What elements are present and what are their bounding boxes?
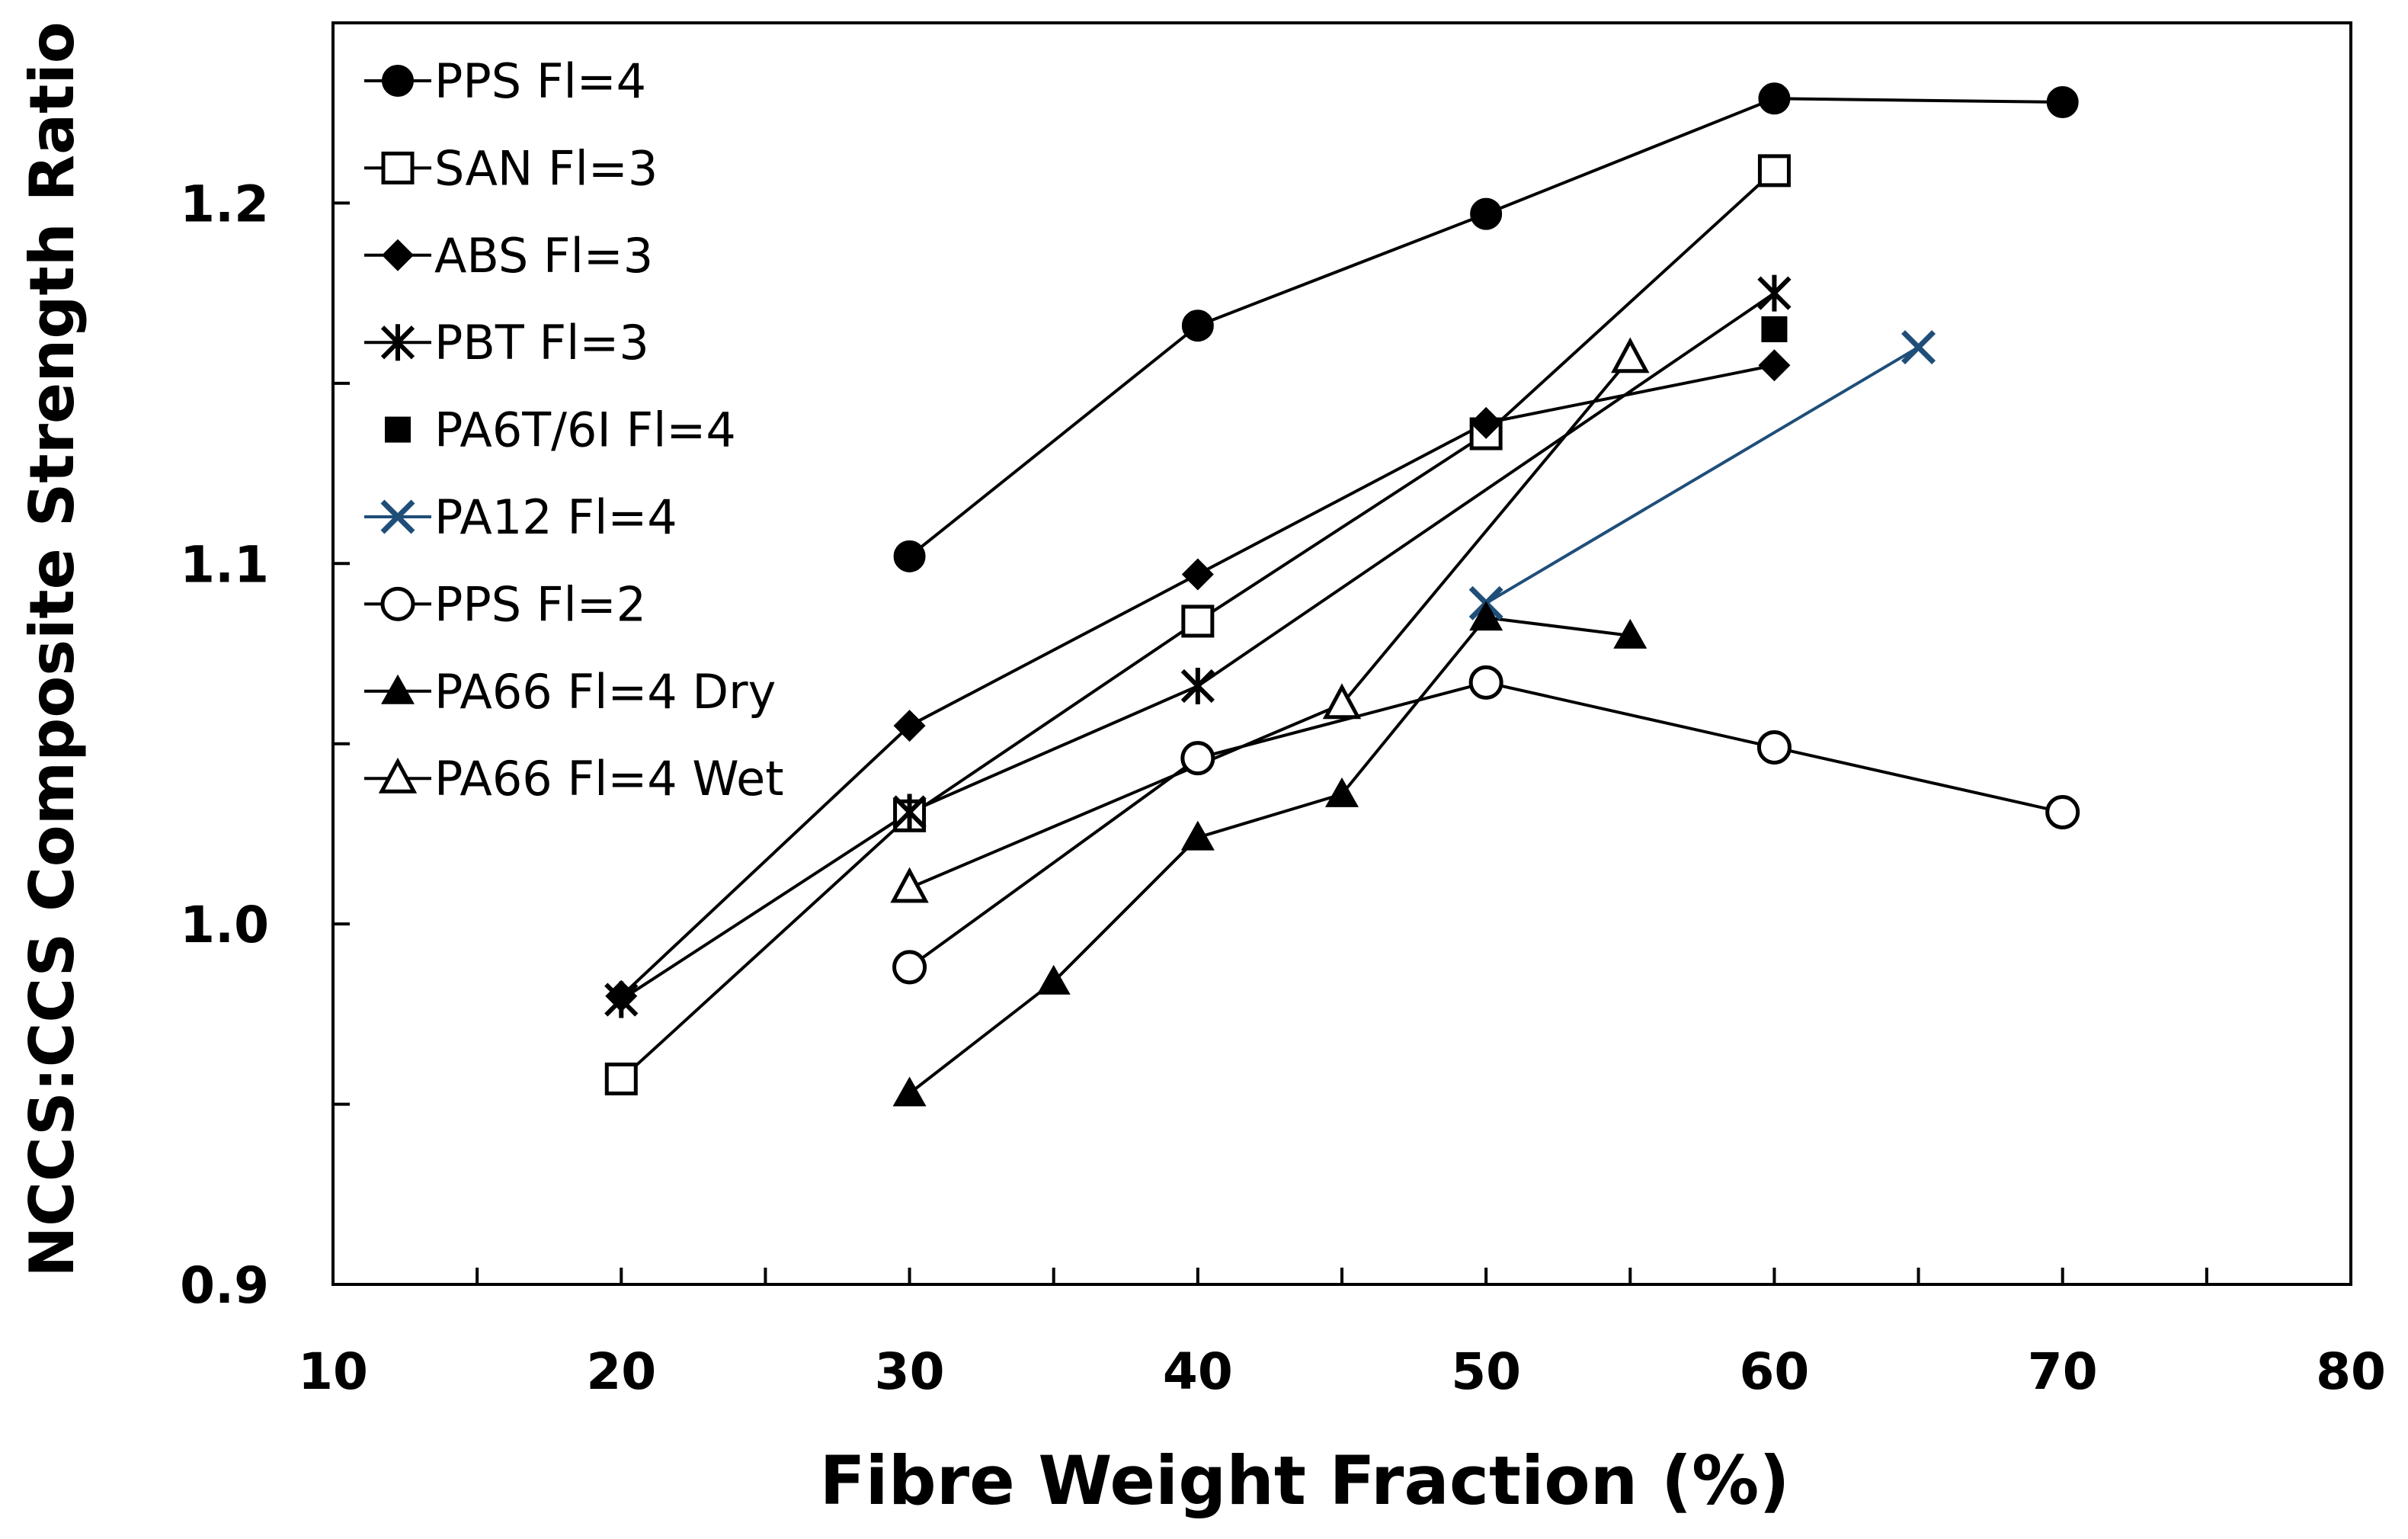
legend-marker [381, 674, 415, 704]
legend-item: SAN Fl=3 [364, 140, 658, 196]
data-point-series-2 [1758, 349, 1791, 382]
legend-label: PPS Fl=2 [434, 576, 646, 632]
data-point-series-2 [893, 710, 926, 742]
legend-marker [380, 586, 415, 621]
data-point-series-7 [1036, 964, 1071, 995]
series-markers [604, 82, 2080, 1107]
data-point-series-7 [1325, 777, 1359, 807]
legend-label: SAN Fl=3 [434, 140, 658, 196]
legend-marker [378, 757, 418, 794]
legend-item: PA66 Fl=4 Wet [364, 751, 784, 806]
legend-marker [382, 239, 414, 271]
data-point-series-5 [1901, 330, 1936, 365]
x-tick-label: 20 [586, 1342, 656, 1401]
legend-label: PPS Fl=4 [434, 53, 646, 109]
data-point-series-1 [604, 1062, 638, 1095]
legend-item: PA12 Fl=4 [364, 489, 677, 545]
x-axis-title: Fibre Weight Fraction (%) [819, 1441, 1789, 1520]
legend-label: ABS Fl=3 [434, 228, 653, 284]
data-point-series-1 [1181, 604, 1215, 638]
y-tick-label: 1.0 [180, 896, 269, 954]
series-line-7 [908, 616, 1631, 1095]
legend-marker [380, 499, 415, 534]
data-point-series-2 [1470, 406, 1503, 439]
legend-item: PA66 Fl=4 Dry [364, 664, 776, 720]
data-point-series-3 [892, 794, 927, 831]
x-tick-label: 10 [298, 1342, 368, 1401]
legend-marker [380, 324, 415, 361]
data-point-series-8 [890, 867, 929, 903]
data-point-series-0 [1758, 82, 1791, 115]
legend-label: PA66 Fl=4 Dry [434, 664, 776, 720]
data-point-series-4 [1761, 316, 1788, 342]
legend-item: PPS Fl=2 [364, 576, 646, 632]
y-tick-label: 0.9 [180, 1256, 269, 1315]
x-tick-label: 60 [1739, 1342, 1809, 1401]
x-tick-label: 80 [2316, 1342, 2386, 1401]
legend-label: PA12 Fl=4 [434, 489, 677, 545]
data-point-series-7 [1469, 601, 1503, 631]
data-point-series-8 [1322, 683, 1362, 720]
data-point-series-6 [892, 950, 927, 985]
data-point-series-3 [604, 981, 639, 1018]
y-axis-title: NCCS:CCS Composite Strength Ratio [17, 21, 88, 1278]
y-tick-label: 1.1 [180, 535, 269, 594]
series-line-0 [908, 97, 2063, 558]
series-lines [620, 97, 2064, 1095]
series-line-5 [1485, 345, 1920, 605]
legend-marker [382, 65, 414, 97]
data-point-series-7 [1180, 820, 1215, 851]
series-line-6 [908, 681, 2064, 969]
x-tick-label: 70 [2028, 1342, 2098, 1401]
legend-label: PA66 Fl=4 Wet [434, 751, 784, 806]
data-point-series-0 [1470, 197, 1503, 230]
data-point-series-8 [1611, 337, 1650, 374]
y-tick-label: 1.2 [180, 175, 269, 233]
data-point-series-7 [892, 1076, 927, 1107]
series-line-3 [620, 291, 1776, 1002]
data-point-series-6 [1468, 665, 1503, 700]
y-tick-labels: 0.9 1.0 1.1 1.2 [180, 175, 269, 1315]
legend-label: PBT Fl=3 [434, 315, 649, 370]
data-point-series-6 [1756, 729, 1792, 765]
legend-marker [381, 151, 415, 184]
data-point-series-6 [2045, 795, 2080, 830]
data-point-series-0 [1181, 309, 1214, 342]
legend: PPS Fl=4 SAN Fl=3 ABS Fl=3 PBT Fl=3 PA6T/6I … [364, 53, 784, 806]
legend-item: PPS Fl=4 [364, 53, 646, 109]
legend-marker [385, 416, 411, 443]
data-point-series-3 [1180, 668, 1215, 705]
legend-item: PBT Fl=3 [364, 315, 649, 370]
x-tick-label: 40 [1163, 1342, 1233, 1401]
data-point-series-3 [1757, 274, 1792, 312]
legend-item: ABS Fl=3 [364, 228, 653, 284]
legend-label: PA6T/6I Fl=4 [434, 402, 736, 458]
data-point-series-1 [1757, 154, 1791, 188]
data-point-series-0 [893, 540, 926, 572]
x-tick-label: 30 [875, 1342, 945, 1401]
legend-item: PA6T/6I Fl=4 [385, 402, 736, 458]
x-tick-label: 50 [1451, 1342, 1521, 1401]
axis-ticks [331, 201, 2352, 1286]
x-tick-labels: 10 20 30 40 50 60 70 80 [298, 1342, 2386, 1401]
data-point-series-2 [1181, 558, 1214, 591]
data-point-series-6 [1180, 741, 1215, 776]
data-point-series-0 [2046, 86, 2079, 119]
plot-area [331, 21, 2352, 1286]
data-point-series-7 [1613, 618, 1647, 649]
